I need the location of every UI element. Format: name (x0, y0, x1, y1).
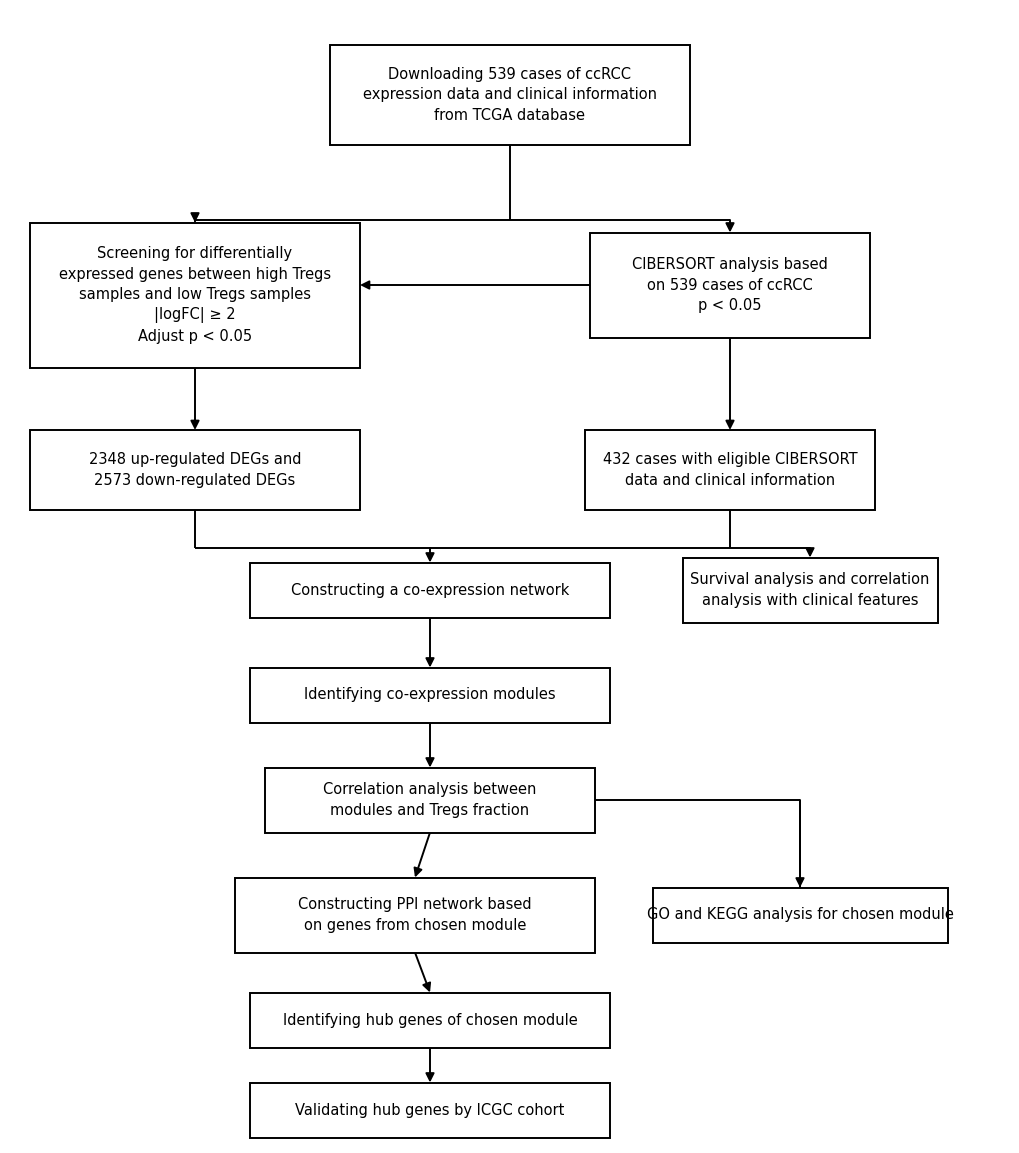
Text: 2348 up-regulated DEGs and
2573 down-regulated DEGs: 2348 up-regulated DEGs and 2573 down-reg… (89, 452, 301, 488)
Text: Screening for differentially
expressed genes between high Tregs
samples and low : Screening for differentially expressed g… (59, 247, 331, 344)
Bar (250, 993, 609, 1047)
Bar (330, 45, 689, 145)
Bar (250, 1083, 609, 1138)
Bar (30, 430, 360, 510)
Bar (265, 768, 594, 832)
Text: CIBERSORT analysis based
on 539 cases of ccRCC
p < 0.05: CIBERSORT analysis based on 539 cases of… (632, 257, 827, 312)
Text: Identifying co-expression modules: Identifying co-expression modules (304, 687, 555, 702)
Text: Correlation analysis between
modules and Tregs fraction: Correlation analysis between modules and… (323, 782, 536, 817)
Bar (652, 888, 947, 942)
Bar (585, 430, 874, 510)
Text: Validating hub genes by ICGC cohort: Validating hub genes by ICGC cohort (296, 1102, 565, 1117)
Text: Constructing PPI network based
on genes from chosen module: Constructing PPI network based on genes … (298, 897, 531, 933)
Text: Downloading 539 cases of ccRCC
expression data and clinical information
from TCG: Downloading 539 cases of ccRCC expressio… (363, 67, 656, 123)
Bar (589, 233, 869, 338)
Text: GO and KEGG analysis for chosen module: GO and KEGG analysis for chosen module (646, 907, 953, 922)
Bar (682, 558, 936, 623)
Text: Constructing a co-expression network: Constructing a co-expression network (290, 582, 569, 597)
Bar (30, 223, 360, 368)
Text: Identifying hub genes of chosen module: Identifying hub genes of chosen module (282, 1012, 577, 1027)
Bar (250, 563, 609, 618)
Text: 432 cases with eligible CIBERSORT
data and clinical information: 432 cases with eligible CIBERSORT data a… (602, 452, 857, 488)
Bar (250, 668, 609, 723)
Text: Survival analysis and correlation
analysis with clinical features: Survival analysis and correlation analys… (690, 572, 928, 608)
Bar (234, 877, 594, 952)
